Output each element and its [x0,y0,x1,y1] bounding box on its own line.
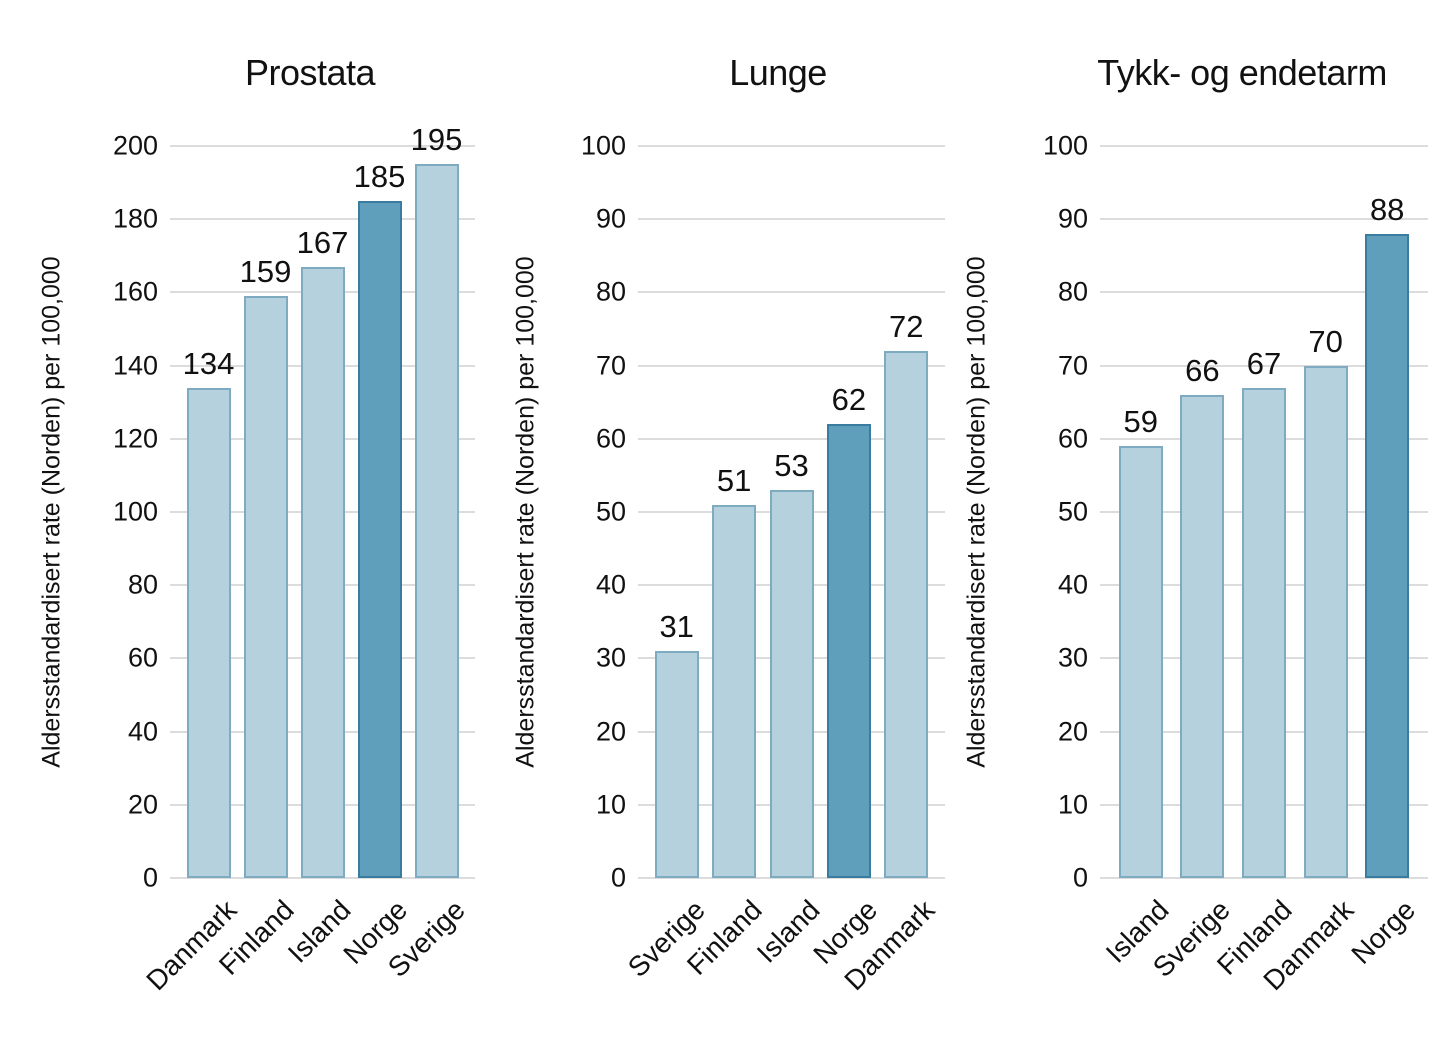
y-tick-label: 80 [1057,276,1088,307]
bar-value-label: 51 [716,462,752,498]
chart-prostata: Prostata Aldersstandardisert rate (Norden… [0,0,482,1052]
gridline [1100,364,1428,367]
bar-danmark [1303,365,1348,878]
bar-island [1118,446,1163,878]
y-tick-label: 10 [1057,789,1088,820]
bar-value-label: 195 [410,122,463,158]
bar-value-label: 134 [182,345,235,381]
y-tick-label: 80 [595,276,626,307]
y-tick-label: 40 [127,716,158,747]
gridline [638,364,945,367]
bar-value-label: 185 [353,158,406,194]
bar-island [300,266,345,878]
gridline [1100,291,1428,294]
bar-sverige [414,164,459,878]
y-tick-label: 160 [112,276,158,307]
y-tick-label: 40 [1057,569,1088,600]
y-tick-label: 0 [142,862,158,893]
bar-value-label: 66 [1185,352,1220,388]
bar-sverige [654,651,699,878]
y-tick-label: 120 [112,423,158,454]
y-tick-label: 30 [595,642,626,673]
y-tick-label: 0 [1072,862,1088,893]
gridline [170,145,475,147]
y-tick-label: 100 [112,496,158,527]
y-tick-label: 30 [1057,642,1088,673]
bar-danmark [186,387,231,878]
bar-value-label: 67 [1246,345,1282,381]
y-tick-label: 50 [595,496,626,527]
chart-tykk-og-endetarm: Tykk- og endetarm Aldersstandardisert rat… [963,0,1446,1052]
chart-lunge: Lunge Aldersstandardisert rate (Norden) p… [482,0,964,1052]
y-tick-label: 90 [595,203,626,234]
chart-title: Prostata [244,52,376,93]
bar-island [769,490,814,878]
y-tick-label: 80 [127,569,158,600]
y-tick-label: 70 [1057,350,1088,381]
gridline [638,437,945,440]
y-tick-label: 60 [1057,423,1088,454]
bar-value-label: 31 [659,609,694,645]
y-tick-label: 10 [595,789,626,820]
bar-value-label: 159 [239,254,292,290]
bar-norge [1365,233,1410,878]
gridline [1100,218,1428,221]
bar-finland [712,504,757,878]
gridline [170,877,475,879]
bar-finland [1242,387,1286,878]
bar-value-label: 88 [1369,191,1405,227]
y-tick-label: 90 [1057,203,1088,234]
bar-danmark [884,350,929,878]
bar-value-label: 70 [1308,323,1343,359]
bar-value-label: 167 [296,224,349,260]
y-tick-label: 20 [1057,716,1088,747]
gridline [638,291,945,294]
y-tick-label: 100 [580,130,626,161]
chart-title: Lunge [729,52,827,93]
y-tick-label: 50 [1057,496,1088,527]
y-tick-label: 20 [127,789,158,820]
gridline [1100,145,1428,147]
x-tick-label: Island [750,894,826,969]
bar-value-label: 62 [831,382,867,418]
gridline [638,218,945,221]
y-tick-label: 0 [610,862,626,893]
gridline [170,218,475,221]
y-tick-label: 40 [595,569,626,600]
bar-norge [357,200,402,878]
gridline [638,145,945,147]
gridline [1100,877,1428,879]
y-tick-label: 140 [112,350,158,381]
y-tick-label: 100 [1042,130,1088,161]
bar-sverige [1180,394,1225,878]
y-tick-label: 180 [112,203,158,234]
x-tick-label: Island [281,894,357,969]
y-tick-label: 60 [127,642,158,673]
x-tick-label: Norge [1345,894,1422,970]
bar-value-label: 59 [1123,404,1159,440]
bar-norge [826,424,871,878]
y-tick-label: 60 [595,423,626,454]
chart-title: Tykk- og endetarm [1097,52,1387,93]
y-tick-label: 20 [595,716,626,747]
bar-value-label: 72 [889,308,924,344]
gridline [638,877,945,879]
y-tick-label: 200 [112,130,158,161]
bar-finland [243,296,288,878]
bar-value-label: 53 [774,448,809,484]
y-tick-label: 70 [595,350,626,381]
